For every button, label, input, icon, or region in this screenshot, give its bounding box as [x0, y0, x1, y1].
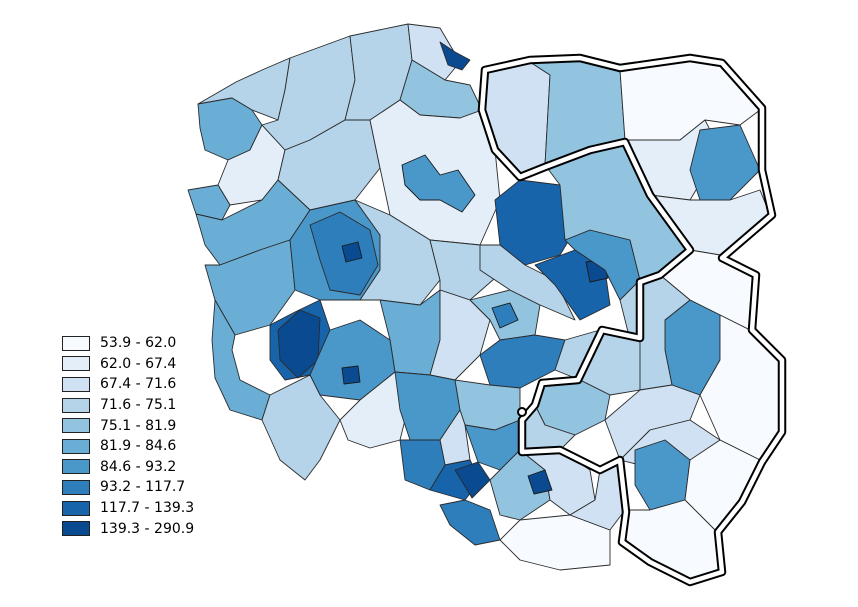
region: [491, 302, 519, 329]
legend-entry: 53.9 - 62.0: [62, 333, 194, 354]
region: [341, 365, 361, 385]
legend-label: 139.3 - 290.9: [100, 520, 195, 537]
legend-label: 75.1 - 81.9: [100, 417, 177, 434]
legend-entry: 62.0 - 67.4: [62, 354, 194, 375]
legend-swatch: [62, 479, 90, 495]
macroregion-outline: [477, 53, 787, 587]
legend-swatch: [62, 376, 90, 392]
map-legend: 53.9 - 62.0 62.0 - 67.4 67.4 - 71.6 71.6…: [62, 333, 194, 539]
region: [187, 184, 231, 221]
region: [341, 241, 363, 263]
legend-entry: 139.3 - 290.9: [62, 518, 194, 539]
legend-label: 71.6 - 75.1: [100, 397, 177, 414]
legend-entry: 117.7 - 139.3: [62, 498, 194, 519]
legend-label: 67.4 - 71.6: [100, 376, 177, 393]
region: [401, 154, 476, 213]
legend-entry: 84.6 - 93.2: [62, 457, 194, 478]
region: [499, 514, 611, 571]
legend-swatch: [62, 397, 90, 413]
legend-label: 62.0 - 67.4: [100, 355, 177, 372]
region: [439, 499, 501, 546]
region: [479, 244, 576, 321]
legend-entry: 71.6 - 75.1: [62, 395, 194, 416]
region: [454, 379, 521, 431]
legend-entry: 75.1 - 81.9: [62, 415, 194, 436]
legend-swatch: [62, 500, 90, 516]
region: [527, 469, 553, 495]
legend-entry: 81.9 - 84.6: [62, 436, 194, 457]
legend-swatch: [62, 335, 90, 351]
legend-label: 53.9 - 62.0: [100, 335, 177, 352]
legend-swatch: [62, 459, 90, 475]
legend-swatch: [62, 438, 90, 454]
legend-label: 81.9 - 84.6: [100, 438, 177, 455]
legend-label: 93.2 - 117.7: [100, 479, 186, 496]
region: [439, 41, 471, 71]
legend-swatch: [62, 521, 90, 537]
legend-entry: 67.4 - 71.6: [62, 374, 194, 395]
legend-swatch: [62, 418, 90, 434]
legend-label: 84.6 - 93.2: [100, 458, 177, 475]
region: [689, 124, 761, 201]
legend-swatch: [62, 356, 90, 372]
outline-marker: [517, 407, 527, 417]
legend-label: 117.7 - 139.3: [100, 500, 195, 517]
legend-entry: 93.2 - 117.7: [62, 477, 194, 498]
region: [407, 23, 461, 81]
